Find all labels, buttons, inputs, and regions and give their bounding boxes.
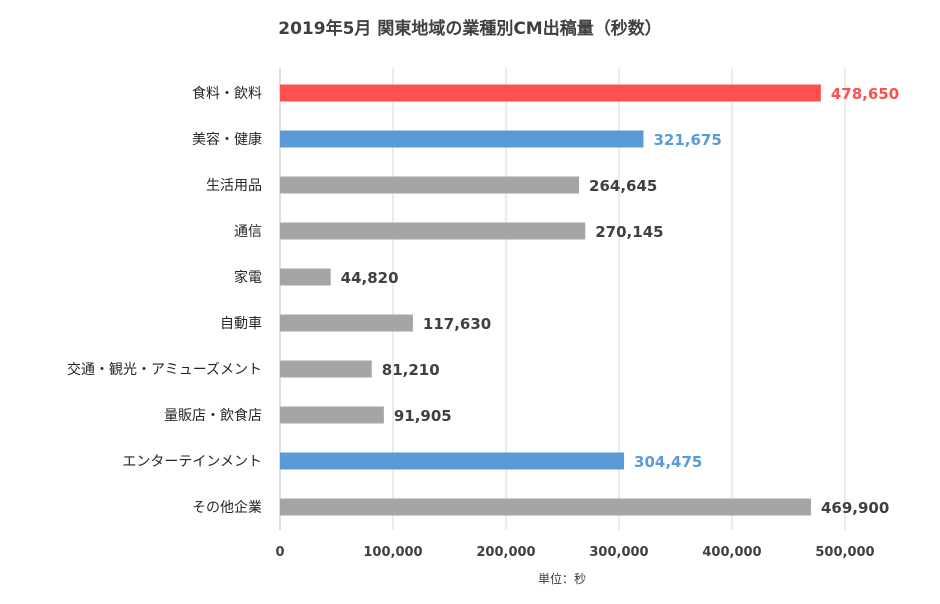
bar <box>280 406 384 424</box>
category-label: 生活用品 <box>206 178 262 194</box>
data-label: 44,820 <box>341 269 399 287</box>
x-tick-label: 400,000 <box>702 545 761 560</box>
data-label: 478,650 <box>831 85 899 103</box>
x-tick-label: 200,000 <box>476 545 535 560</box>
x-tick-label: 300,000 <box>589 545 648 560</box>
category-label: 自動車 <box>220 315 262 332</box>
x-axis-label: 単位：秒 <box>538 571 586 586</box>
data-label: 264,645 <box>589 177 657 195</box>
bar <box>280 360 372 378</box>
x-tick-label: 100,000 <box>363 545 422 560</box>
chart-title: 2019年5月 関東地域の業種別CM出稿量（秒数） <box>278 18 661 39</box>
data-label: 270,145 <box>595 223 663 241</box>
x-tick-label: 500,000 <box>815 545 874 560</box>
category-label: 食料・飲料 <box>192 85 262 102</box>
data-label: 469,900 <box>821 499 889 517</box>
data-label: 304,475 <box>634 453 702 471</box>
bar <box>280 268 331 286</box>
data-label: 91,905 <box>394 407 452 425</box>
bar <box>280 314 413 332</box>
category-label: 通信 <box>234 224 262 240</box>
bar <box>280 84 821 102</box>
category-label: 交通・観光・アミューズメント <box>67 361 262 378</box>
data-label: 81,210 <box>382 361 440 379</box>
data-label: 117,630 <box>423 315 491 333</box>
category-label: 家電 <box>234 269 262 286</box>
bar <box>280 222 586 240</box>
category-label: エンターテインメント <box>122 454 262 470</box>
bar <box>280 452 625 470</box>
bar <box>280 176 580 194</box>
category-label: その他企業 <box>192 499 262 516</box>
bar <box>280 498 811 516</box>
category-label: 美容・健康 <box>192 131 262 148</box>
x-tick-label: 0 <box>275 545 284 560</box>
bar <box>280 130 644 148</box>
data-label: 321,675 <box>653 131 721 149</box>
category-label: 量販店・飲食店 <box>164 407 262 424</box>
